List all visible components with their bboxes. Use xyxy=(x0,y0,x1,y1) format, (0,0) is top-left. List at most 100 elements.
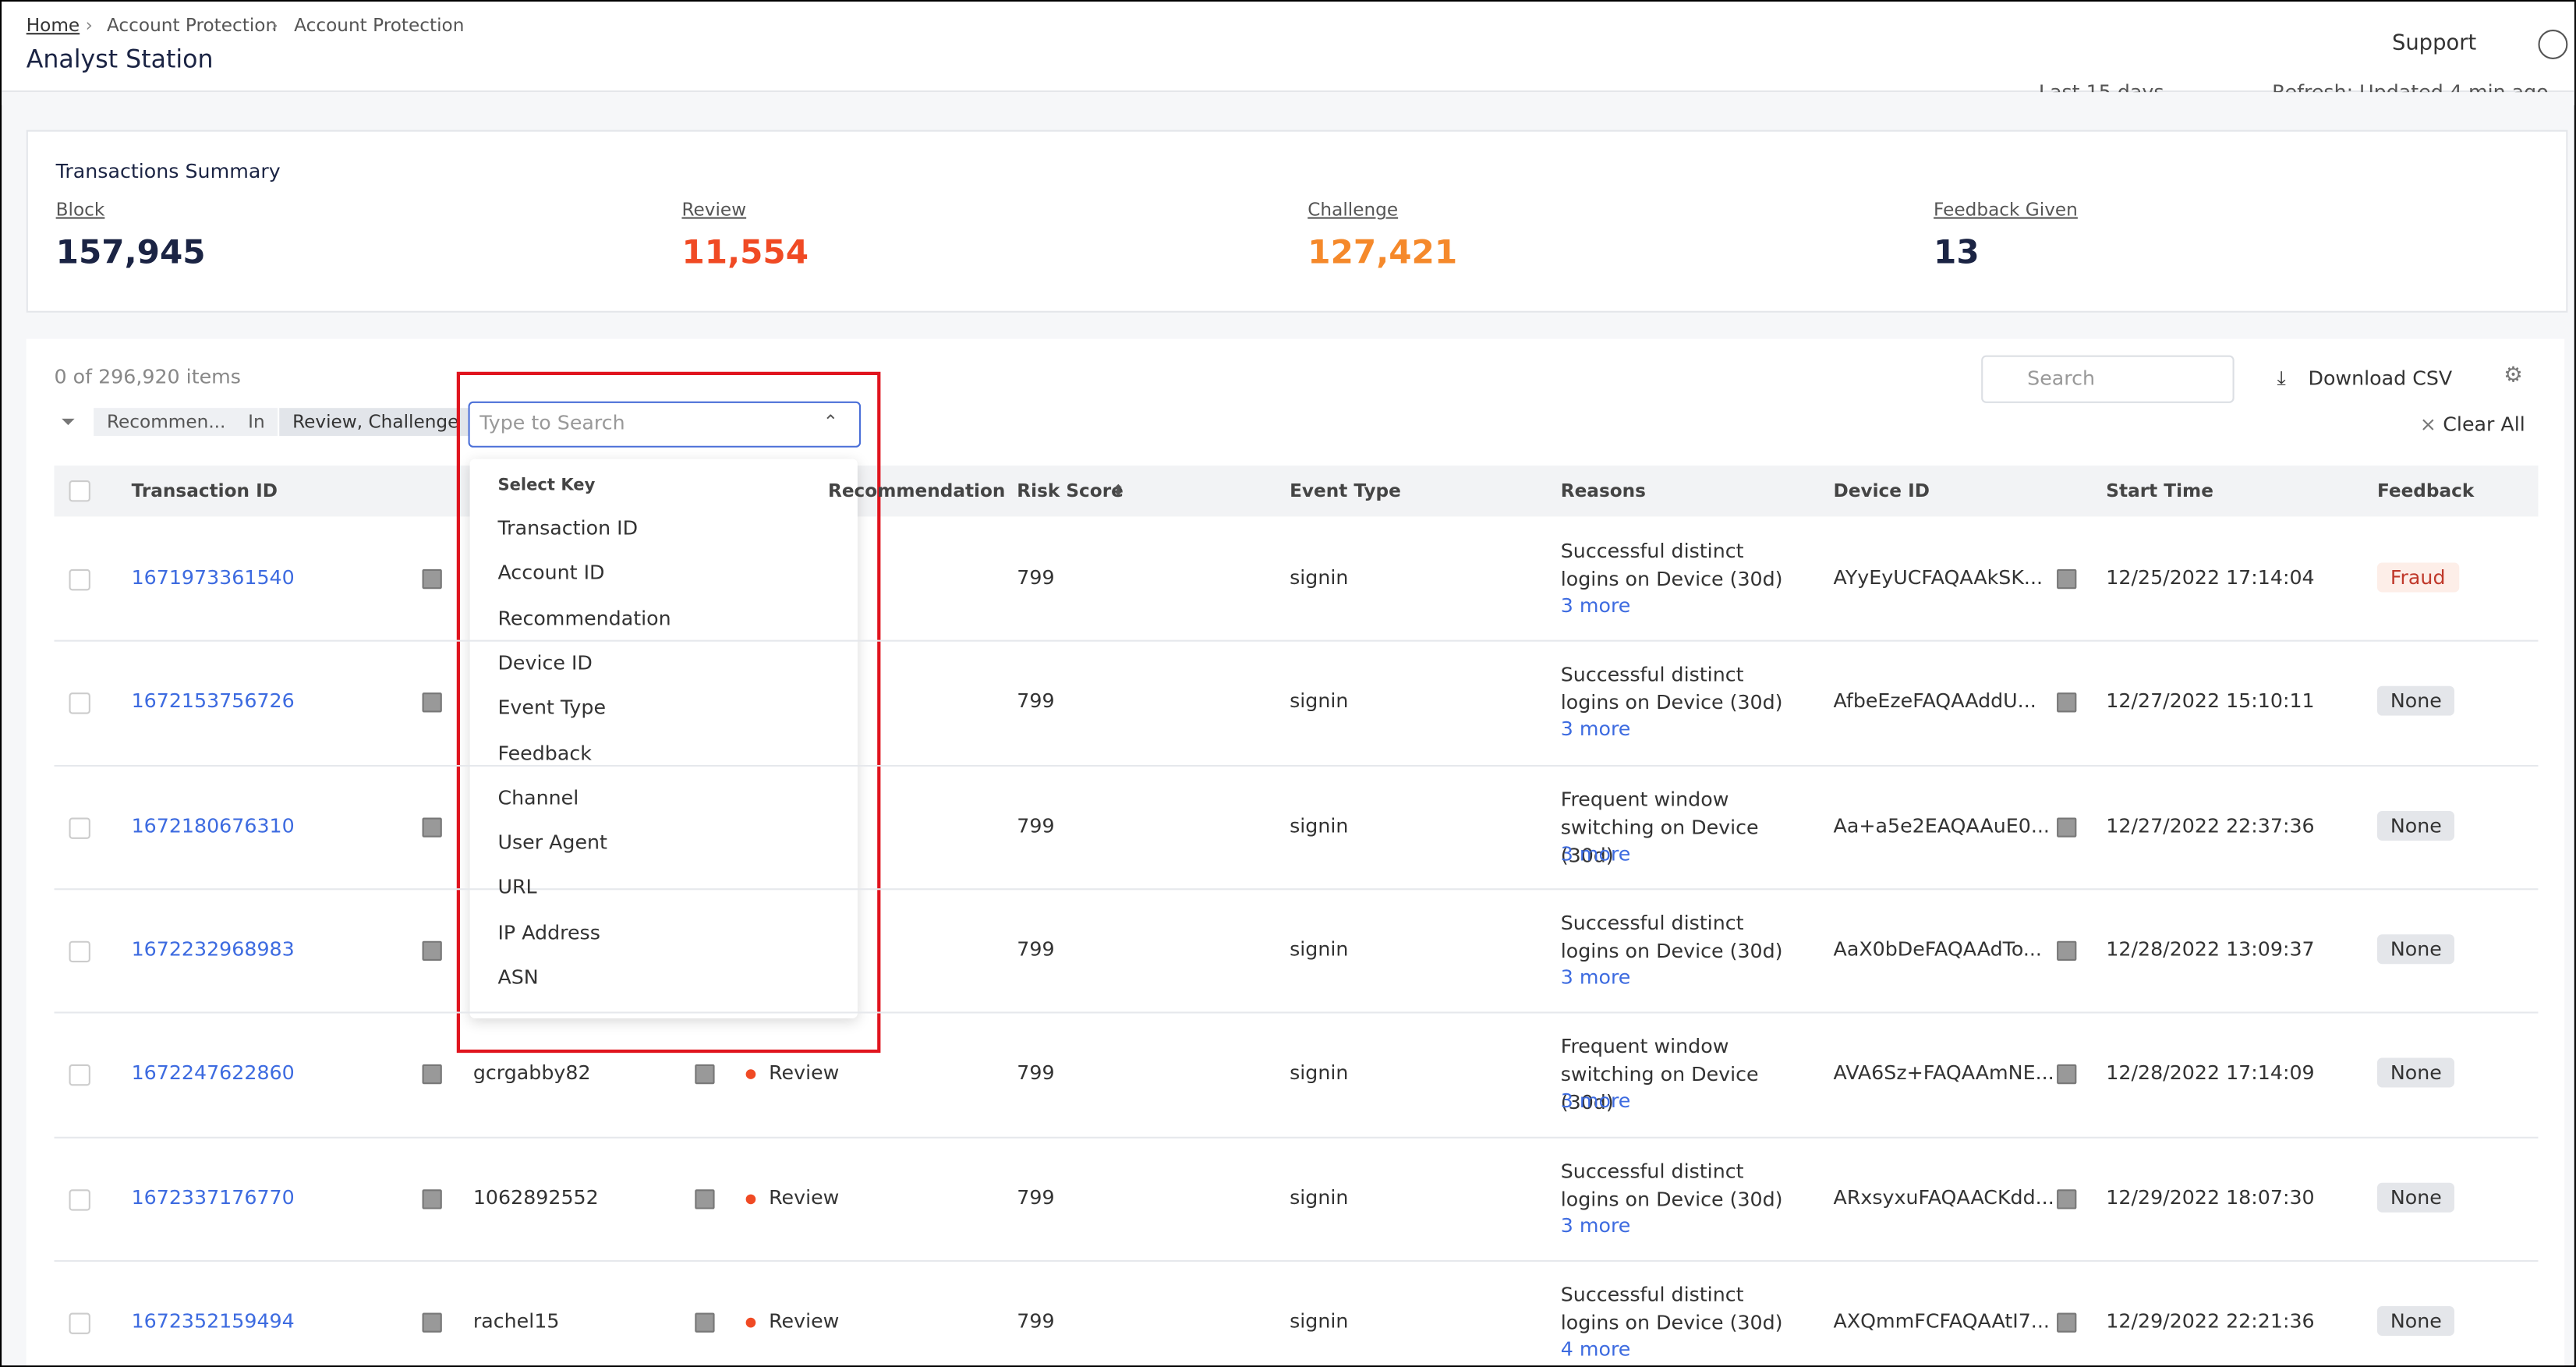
account-id: 1062892552 xyxy=(472,1185,599,1209)
row-checkbox[interactable] xyxy=(69,1188,90,1210)
risk-score: 799 xyxy=(1017,565,1055,590)
copy-icon[interactable] xyxy=(2057,1312,2077,1333)
row-checkbox[interactable] xyxy=(69,940,90,962)
dropdown-option[interactable]: Channel xyxy=(497,785,579,809)
risk-score: 799 xyxy=(1017,1185,1055,1209)
transaction-id[interactable]: 1672180676310 xyxy=(131,813,295,837)
reason: Frequent window switching on Device (30d… xyxy=(1560,787,1759,866)
copy-icon[interactable] xyxy=(422,1064,442,1085)
row-divider xyxy=(54,1135,2539,1138)
copy-icon[interactable] xyxy=(2057,1188,2077,1209)
header-checkbox[interactable] xyxy=(69,480,90,502)
transaction-id[interactable]: 1672232968983 xyxy=(131,937,295,961)
feedback-badge: Fraud xyxy=(2376,562,2459,593)
copy-icon[interactable] xyxy=(2057,1064,2077,1085)
start-time: 12/25/2022 17:14:04 xyxy=(2106,565,2315,590)
device-id: Aa+a5e2EAQAAuE0... xyxy=(1833,813,2050,837)
summary-value: 157,945 xyxy=(55,232,206,272)
row-divider xyxy=(54,887,2539,891)
device-id: AXQmmFCFAQAAtI7... xyxy=(1833,1309,2050,1333)
dropdown-option[interactable]: Event Type xyxy=(497,696,607,720)
start-time: 12/28/2022 17:14:09 xyxy=(2106,1061,2315,1085)
separator: › xyxy=(271,14,278,37)
copy-icon[interactable] xyxy=(695,1312,715,1333)
more-reasons[interactable]: 4 more xyxy=(1560,1337,1631,1361)
transaction-id[interactable]: 1671973361540 xyxy=(131,565,295,590)
summary-label[interactable]: Feedback Given xyxy=(1934,199,2078,221)
feedback-badge: None xyxy=(2376,810,2455,841)
dropdown-heading: Select Key xyxy=(497,476,596,495)
copy-icon[interactable] xyxy=(422,568,442,590)
row-checkbox[interactable] xyxy=(69,1064,90,1086)
device-id: AaX0bDeFAQAAdTo... xyxy=(1833,937,2042,961)
column-header[interactable]: Risk Score xyxy=(1017,480,1123,502)
download-icon: ⤓ xyxy=(2277,367,2286,390)
more-reasons[interactable]: 3 more xyxy=(1560,593,1631,618)
more-reasons[interactable]: 3 more xyxy=(1560,965,1631,989)
device-id: AYyEyUCFAQAAkSK... xyxy=(1833,565,2043,590)
key-search-input[interactable] xyxy=(468,401,862,448)
dropdown-option[interactable]: User Agent xyxy=(497,830,607,855)
more-reasons[interactable]: 3 more xyxy=(1560,1089,1631,1113)
row-checkbox[interactable] xyxy=(69,568,90,591)
clear-all[interactable]: Clear All xyxy=(2443,413,2525,437)
dropdown-option[interactable]: Device ID xyxy=(497,651,593,675)
filter-value[interactable]: Review, Challenge xyxy=(279,408,472,437)
row-checkbox[interactable] xyxy=(69,692,90,715)
summary-label[interactable]: Block xyxy=(55,199,105,221)
more-reasons[interactable]: 3 more xyxy=(1560,1213,1631,1237)
breadcrumb-home[interactable]: Home xyxy=(26,14,80,37)
summary-label[interactable]: Challenge xyxy=(1307,199,1399,221)
start-time: 12/27/2022 22:37:36 xyxy=(2106,813,2315,837)
filter-key[interactable]: Recommen... xyxy=(94,408,239,437)
event-type: signin xyxy=(1290,1309,1349,1333)
copy-icon[interactable] xyxy=(2057,692,2077,714)
summary-label[interactable]: Review xyxy=(681,199,747,221)
search-box[interactable] xyxy=(1981,355,2235,403)
copy-icon[interactable] xyxy=(695,1064,715,1085)
dropdown-option[interactable]: Transaction ID xyxy=(497,516,639,540)
row-checkbox[interactable] xyxy=(69,1312,90,1334)
support-menu[interactable]: Support xyxy=(2391,31,2477,56)
copy-icon[interactable] xyxy=(2057,568,2077,590)
dropdown-option[interactable]: Account ID xyxy=(497,561,605,585)
start-time: 12/28/2022 13:09:37 xyxy=(2106,937,2315,961)
dropdown-option[interactable]: Recommendation xyxy=(497,606,671,630)
copy-icon[interactable] xyxy=(422,692,442,714)
copy-icon[interactable] xyxy=(422,940,442,961)
settings-icon[interactable]: ⚙ xyxy=(2503,363,2523,388)
copy-icon[interactable] xyxy=(422,1312,442,1333)
filter-op[interactable]: In xyxy=(235,408,278,437)
status-dot xyxy=(745,1317,756,1328)
feedback-badge: None xyxy=(2376,686,2455,717)
transaction-id[interactable]: 1672247622860 xyxy=(131,1061,295,1085)
risk-score: 799 xyxy=(1017,813,1055,837)
breadcrumb: Account Protection xyxy=(294,14,465,37)
copy-icon[interactable] xyxy=(422,816,442,837)
risk-score: 799 xyxy=(1017,1061,1055,1085)
more-reasons[interactable]: 3 more xyxy=(1560,841,1631,865)
copy-icon[interactable] xyxy=(695,1188,715,1209)
breadcrumb[interactable]: Account Protection xyxy=(106,14,278,37)
user-icon[interactable] xyxy=(2538,29,2568,59)
dropdown-option[interactable]: URL xyxy=(497,876,537,899)
copy-icon[interactable] xyxy=(2057,816,2077,837)
copy-icon[interactable] xyxy=(422,1188,442,1209)
device-id: AVA6Sz+FAQAAmNE... xyxy=(1833,1061,2054,1085)
recommendation: Review xyxy=(769,1309,840,1333)
download-csv[interactable]: Download CSV xyxy=(2308,367,2453,390)
dropdown-option[interactable]: ASN xyxy=(497,965,539,989)
transaction-id[interactable]: 1672337176770 xyxy=(131,1185,295,1209)
summary-title: Transactions Summary xyxy=(55,159,281,183)
row-checkbox[interactable] xyxy=(69,816,90,839)
dropdown-option[interactable]: IP Address xyxy=(497,920,600,944)
more-reasons[interactable]: 3 more xyxy=(1560,717,1631,741)
dropdown-option[interactable]: Feedback xyxy=(497,741,592,764)
transaction-id[interactable]: 1672352159494 xyxy=(131,1309,295,1333)
copy-icon[interactable] xyxy=(2057,940,2077,961)
start-time: 12/29/2022 22:21:36 xyxy=(2106,1309,2315,1333)
summary-value: 11,554 xyxy=(681,232,809,272)
transaction-id[interactable]: 1672153756726 xyxy=(131,689,295,714)
sort-icon[interactable]: ⬍ xyxy=(1112,483,1125,501)
reason: Successful distinct logins on Device (30… xyxy=(1560,663,1783,715)
